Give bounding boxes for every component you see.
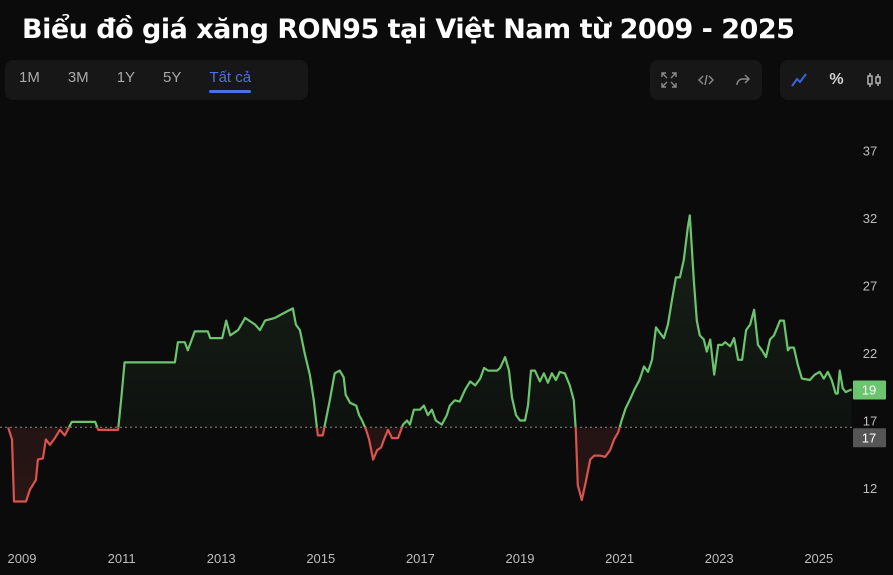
range-all-button[interactable]: Tất cả xyxy=(195,60,265,100)
x-tick-label: 2015 xyxy=(306,551,335,566)
svg-text:19: 19 xyxy=(862,382,876,397)
candlestick-icon[interactable] xyxy=(863,69,885,91)
time-range-selector: 1M 3M 1Y 5Y Tất cả xyxy=(5,60,308,100)
y-tick-label: 12 xyxy=(863,481,877,496)
area-above-baseline xyxy=(8,215,852,428)
x-tick-label: 2021 xyxy=(605,551,634,566)
x-tick-label: 2013 xyxy=(207,551,236,566)
share-icon[interactable] xyxy=(732,69,754,91)
x-tick-label: 2011 xyxy=(108,551,136,566)
fullscreen-icon[interactable] xyxy=(658,69,680,91)
x-tick-label: 2009 xyxy=(8,551,37,566)
svg-text:17: 17 xyxy=(862,430,876,445)
x-tick-label: 2019 xyxy=(506,551,535,566)
chart-title: Biểu đồ giá xăng RON95 tại Việt Nam từ 2… xyxy=(22,14,795,45)
y-tick-label: 22 xyxy=(863,346,877,361)
embed-code-icon[interactable] xyxy=(695,69,717,91)
range-1m-button[interactable]: 1M xyxy=(19,69,40,86)
chart-mode-selector: % xyxy=(780,60,893,100)
percent-icon[interactable]: % xyxy=(829,71,844,88)
x-tick-label: 2025 xyxy=(804,551,833,566)
y-tick-label: 27 xyxy=(863,279,877,294)
range-1y-button[interactable]: 1Y xyxy=(116,69,136,86)
x-tick-label: 2023 xyxy=(705,551,734,566)
y-tick-label: 37 xyxy=(863,144,877,159)
chart-tools xyxy=(650,60,762,100)
range-3m-button[interactable]: 3M xyxy=(67,69,89,86)
baseline-value-label: 17 xyxy=(853,428,886,448)
y-tick-label: 32 xyxy=(863,211,877,226)
y-tick-label: 17 xyxy=(863,414,877,429)
range-5y-button[interactable]: 5Y xyxy=(163,69,182,86)
series-line-above-baseline xyxy=(8,214,853,428)
line-chart-icon[interactable] xyxy=(788,69,810,91)
x-tick-label: 2017 xyxy=(406,551,435,566)
last-value-label: 19 xyxy=(853,380,886,400)
